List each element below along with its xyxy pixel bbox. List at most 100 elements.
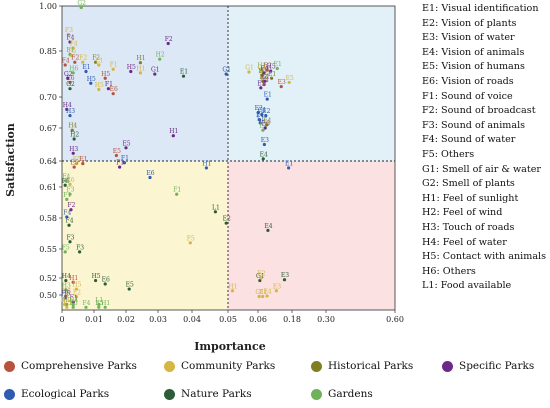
- code-item: E3: Vision of water: [422, 32, 515, 44]
- legend-swatch: [164, 360, 175, 372]
- legend-item: Nature Parks: [164, 388, 252, 400]
- data-point-label: H3: [62, 282, 71, 289]
- data-point: [265, 68, 269, 72]
- data-point: [279, 84, 283, 89]
- data-point: [270, 76, 274, 80]
- code-item: F5: Others: [422, 148, 475, 160]
- data-point-label: E1: [259, 123, 267, 130]
- data-point: [274, 289, 279, 293]
- data-point-label: H2: [70, 132, 79, 139]
- data-point: [103, 76, 107, 80]
- code-item: E2: Vision of plants: [422, 17, 517, 29]
- data-point: [114, 153, 118, 158]
- data-point: [171, 134, 175, 138]
- code-item: H5: Contact with animals: [422, 251, 547, 263]
- plot-frame: [61, 5, 396, 311]
- data-point: [265, 123, 269, 127]
- data-point-label: E2: [257, 80, 265, 87]
- x-tick-label: 0.04: [183, 315, 201, 324]
- data-point: [263, 126, 267, 130]
- legend-swatch: [4, 388, 15, 400]
- data-point: [275, 66, 279, 71]
- data-point: [247, 70, 251, 74]
- data-point: [73, 60, 77, 64]
- data-point: [64, 179, 68, 183]
- data-point: [63, 250, 67, 254]
- data-point: [63, 296, 67, 300]
- data-point-label: F4: [70, 41, 78, 48]
- data-point-label: H3: [69, 146, 78, 153]
- data-point-label: F3: [76, 244, 84, 251]
- quadrant-top-right: [228, 6, 395, 161]
- x-tick-label: 0.06: [249, 315, 267, 324]
- data-point-label: F5: [62, 244, 70, 251]
- data-point-label: E6: [66, 75, 74, 82]
- data-point: [78, 250, 82, 254]
- code-item: F1: Sound of voice: [422, 90, 513, 102]
- data-point: [138, 61, 142, 65]
- data-point: [79, 5, 83, 10]
- x-tick-label: 0.30: [317, 315, 335, 324]
- data-point-label: E5: [95, 300, 103, 307]
- data-point-label: H4: [62, 273, 71, 280]
- data-point: [259, 86, 263, 90]
- data-point-label: H6: [69, 65, 78, 72]
- data-point: [84, 69, 88, 74]
- data-point: [69, 208, 73, 212]
- data-point-label: E3: [273, 283, 281, 290]
- data-point: [68, 240, 72, 244]
- data-point-label: F2: [79, 55, 87, 62]
- data-point-label: E3: [261, 137, 269, 144]
- code-item: G1: Smell of air & water: [422, 163, 542, 175]
- data-point-label: G1: [245, 65, 254, 72]
- data-point-label: F4: [83, 300, 91, 307]
- quadrant-bottom-left: [62, 161, 228, 310]
- data-point: [213, 210, 217, 214]
- y-tick-label: 0.85: [39, 47, 57, 56]
- data-point-label: H5: [101, 71, 110, 78]
- x-tick-label: 0.01: [85, 315, 103, 324]
- data-point-label: E1: [70, 295, 78, 302]
- data-point: [89, 81, 93, 85]
- data-point-label: F5: [62, 178, 70, 185]
- legend-swatch: [4, 360, 15, 372]
- data-point-label: F2: [73, 289, 81, 296]
- data-point-label: G1: [261, 74, 270, 81]
- data-point-label: H1: [101, 300, 110, 307]
- code-list: E1: Visual identification E2: Vision of p…: [422, 2, 550, 294]
- data-point-label: E4: [260, 65, 268, 72]
- data-point-label: H6: [62, 289, 71, 296]
- data-point: [68, 192, 72, 196]
- data-point: [166, 41, 170, 46]
- data-point: [262, 71, 266, 75]
- legend-item: Gardens: [311, 388, 373, 400]
- data-point-label: H2: [156, 52, 165, 59]
- data-point: [175, 192, 179, 196]
- data-point-label: H4: [69, 297, 78, 304]
- code-item: E6: Vision of roads: [422, 75, 514, 87]
- legend-swatch: [164, 388, 175, 400]
- data-point-label: H5: [95, 82, 104, 89]
- data-point: [256, 110, 260, 115]
- data-point: [71, 71, 75, 75]
- data-point-label: F3: [67, 234, 75, 241]
- legend-swatch: [311, 360, 322, 372]
- data-point: [67, 223, 71, 227]
- data-point-label: E4: [260, 151, 268, 158]
- data-point-label: E1: [274, 61, 282, 68]
- code-item: H6: Others: [422, 265, 476, 277]
- data-point: [257, 294, 261, 299]
- data-point-label: F1: [173, 187, 181, 194]
- code-item: G2: Smell of plants: [422, 178, 515, 190]
- legend-label: Nature Parks: [181, 388, 252, 400]
- data-point-label: G1: [222, 67, 231, 74]
- data-point: [259, 70, 263, 74]
- data-point-label: G2: [66, 81, 75, 88]
- data-point-label: E2: [264, 63, 272, 70]
- data-point-label: H1: [202, 160, 211, 167]
- code-item: H3: Touch of roads: [422, 221, 515, 233]
- data-point-label: H5: [127, 64, 136, 71]
- y-tick-label: 0.64: [39, 157, 57, 166]
- data-point: [224, 72, 228, 76]
